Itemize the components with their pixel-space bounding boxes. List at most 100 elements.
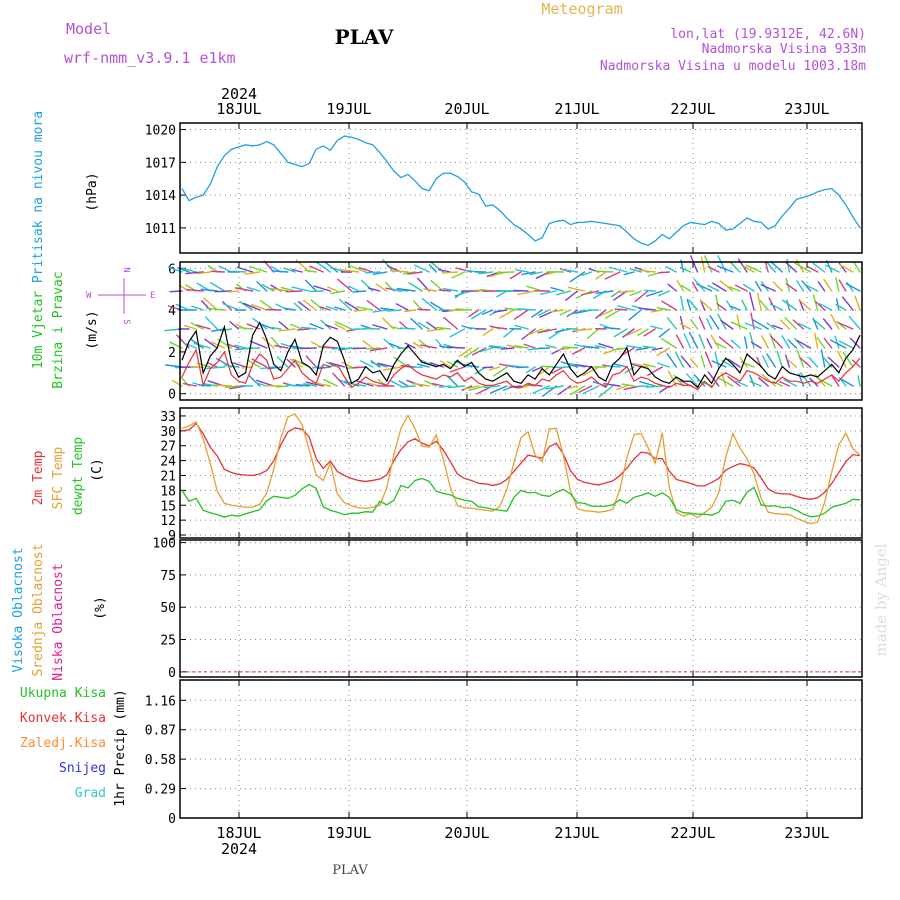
wind-arrow <box>207 362 219 368</box>
wind-arrow <box>309 323 324 330</box>
wind-arrow <box>455 308 473 311</box>
pressure-line <box>181 135 861 247</box>
wind-arrow <box>688 331 699 349</box>
wind-arrow <box>493 366 508 377</box>
wind-arrow <box>302 383 317 387</box>
wind-arrow <box>718 336 734 349</box>
wind-arrow <box>389 269 409 273</box>
wind-arrow <box>227 343 240 349</box>
wind-arrow <box>284 307 296 311</box>
wind-arrow <box>566 385 579 390</box>
wind-arrow <box>276 356 289 368</box>
wind-arrow <box>225 385 240 389</box>
wind-arrow <box>812 317 819 330</box>
wind-arrow <box>650 309 663 313</box>
wind-arrow <box>830 313 840 330</box>
wind-arrow <box>781 299 798 311</box>
wind-arrow <box>660 338 678 349</box>
wind-arrow <box>805 284 819 292</box>
wind-arrow <box>437 268 452 273</box>
wind-arrow <box>638 307 656 311</box>
wind-arrow <box>352 347 367 350</box>
wind-arrow <box>785 261 798 273</box>
wind-arrow <box>371 362 388 368</box>
y-tick-label: 0 <box>168 388 176 403</box>
y-tick-label: 1017 <box>145 156 176 171</box>
wind-arrow <box>605 309 621 319</box>
wind-arrow <box>325 305 339 311</box>
wind-arrow <box>527 328 543 336</box>
wind-arrow <box>741 299 748 311</box>
wind-arrow <box>363 327 381 330</box>
panel-frame <box>179 407 863 539</box>
wind-arrow <box>531 366 543 372</box>
wind-arrow <box>495 271 515 274</box>
wind-arrow <box>181 267 197 273</box>
wind-arrow <box>324 324 339 330</box>
wind-arrow <box>567 286 586 292</box>
wind-arrow <box>490 326 508 330</box>
wind-arrow <box>730 261 741 273</box>
wind-arrow <box>490 345 508 349</box>
wind-arrow <box>679 323 692 330</box>
wind-arrow <box>309 265 324 273</box>
wind-arrow <box>679 315 685 330</box>
wind-arrow <box>219 328 233 332</box>
y-tick-label: 12 <box>160 514 176 529</box>
wind-arrow <box>377 362 395 368</box>
wind-arrow <box>204 316 219 330</box>
model-elevation-label: Nadmorska Visina u modelu 1003.18m <box>600 59 866 74</box>
wind-arrow <box>711 360 727 368</box>
bottom-day-label: 19JUL <box>326 824 371 842</box>
wind-arrow <box>749 374 755 387</box>
wind-arrow <box>463 385 480 390</box>
wind-arrow <box>815 301 826 311</box>
wind-arrow <box>372 324 388 330</box>
y-tick-label: 33 <box>160 410 176 425</box>
wind-arrow <box>416 363 430 368</box>
wind-arrow <box>848 315 861 330</box>
wind-arrow <box>305 355 317 368</box>
y-tick-label: 0.58 <box>145 753 176 768</box>
compass-rose: N S W E <box>86 267 155 324</box>
wind-arrow <box>772 380 784 387</box>
wind-arrow <box>617 305 635 311</box>
wind-arrow <box>417 308 430 311</box>
y-tick-label: 18 <box>160 484 176 499</box>
wind-arrow <box>389 379 402 387</box>
wind-arrow <box>578 385 593 393</box>
wind-arrow <box>282 267 296 273</box>
wind-arrow <box>200 288 219 292</box>
wind-arrow <box>499 309 515 319</box>
panel-frame <box>179 122 863 254</box>
wind-arrow <box>389 342 402 349</box>
wind-arrow <box>482 366 494 369</box>
wind-arrow <box>558 347 572 351</box>
wind-arrow <box>449 366 466 373</box>
wind-arrow <box>275 385 289 388</box>
wind-arrow <box>838 340 854 349</box>
panel-pressure: 1011 1014 1017 1020 <box>145 122 863 254</box>
wind-arrow <box>203 383 219 387</box>
wind-arrow <box>383 338 395 349</box>
wind-arrow <box>709 314 720 330</box>
wind-arrow <box>184 324 197 330</box>
wind-arrow <box>656 307 671 311</box>
wind-arrow <box>853 262 861 273</box>
wind-arrow <box>335 321 353 330</box>
wind-arrow <box>341 361 353 368</box>
wind-arrow <box>537 347 550 350</box>
wind-arrow <box>300 326 317 330</box>
wind-arrow <box>410 317 423 330</box>
wind-arrow <box>776 350 784 368</box>
wind-arrow <box>404 309 416 313</box>
wind-arrow <box>792 319 805 330</box>
wind-arrow <box>613 328 628 338</box>
wind-arrow <box>442 271 459 274</box>
wind-arrow <box>214 384 233 387</box>
wind-arrow <box>353 309 367 312</box>
wind-arrow <box>630 362 642 368</box>
y-tick-label: 25 <box>160 634 176 649</box>
wind-arrow <box>398 380 409 387</box>
wind-arrow <box>232 362 247 368</box>
